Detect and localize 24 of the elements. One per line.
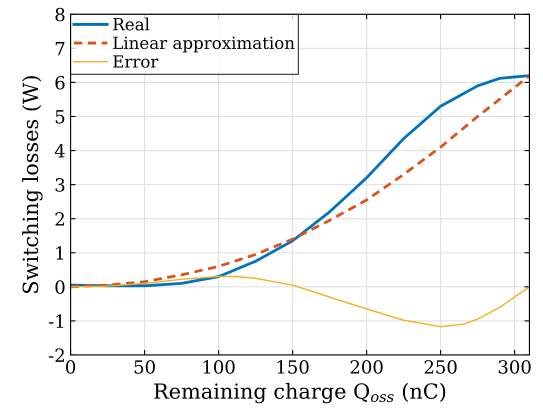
legend-label: Error xyxy=(113,55,158,68)
y-tick-label: 0 xyxy=(55,280,65,294)
x-tick-label: 50 xyxy=(134,360,155,374)
y-tick-label: 2 xyxy=(55,212,64,226)
line-series xyxy=(70,276,530,328)
y-tick-label: 3 xyxy=(56,178,64,192)
x-tick-label: 250 xyxy=(424,360,457,374)
x-tick-label: 100 xyxy=(204,360,235,374)
x-tick-label: 150 xyxy=(278,360,309,374)
legend-label: Linear approximation xyxy=(113,36,295,52)
y-tick-label: -1 xyxy=(48,314,64,328)
y-tick-label: 6 xyxy=(55,76,65,90)
y-tick-label: 5 xyxy=(56,110,64,124)
x-tick-label: 300 xyxy=(498,360,531,374)
y-tick-label: 4 xyxy=(54,144,65,158)
x-tick-label: 0 xyxy=(66,360,76,374)
y-tick-label: -2 xyxy=(48,348,64,362)
y-tick-label: 7 xyxy=(56,42,64,56)
x-axis-title: Remaining charge Q$_{oss}$ (nC) xyxy=(154,382,446,404)
y-axis-title: Switching losses (W) xyxy=(22,76,43,293)
legend-label: Real xyxy=(113,18,150,31)
x-tick-label: 200 xyxy=(350,360,383,374)
y-tick-label: 1 xyxy=(56,246,64,260)
y-tick-label: 8 xyxy=(55,8,65,22)
